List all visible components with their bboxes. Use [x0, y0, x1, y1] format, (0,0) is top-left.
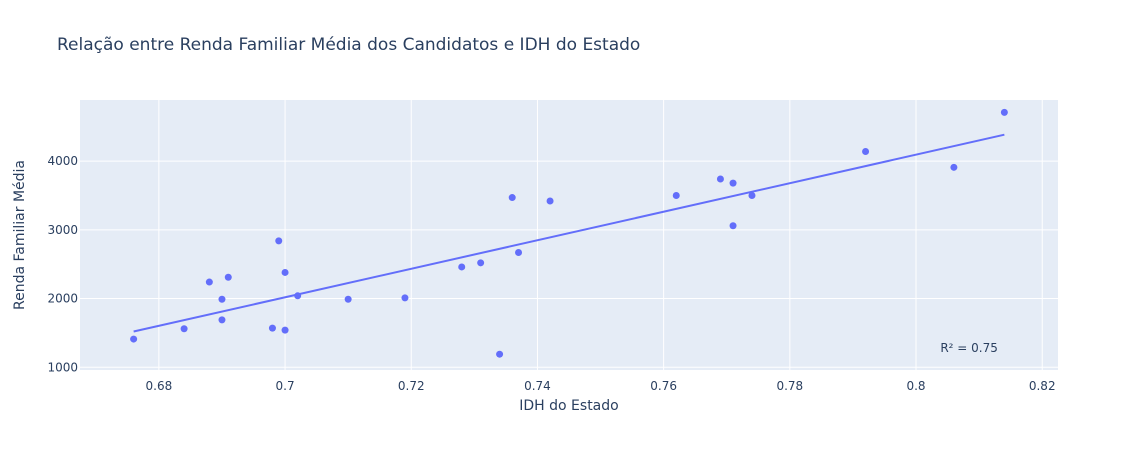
y-axis-title: Renda Familiar Média	[12, 160, 28, 310]
data-point[interactable]	[344, 295, 352, 303]
x-tick-label: 0.8	[906, 379, 925, 393]
data-point[interactable]	[294, 292, 302, 300]
data-point[interactable]	[748, 191, 756, 199]
trendline-group	[133, 133, 1005, 333]
data-point[interactable]	[218, 295, 226, 303]
x-axis-title: IDH do Estado	[519, 398, 618, 414]
y-axis-ticks: 1000 2000 3000 4000	[47, 154, 78, 374]
data-point[interactable]	[275, 237, 283, 245]
data-point[interactable]	[496, 350, 504, 358]
x-tick-label: 0.78	[776, 379, 803, 393]
x-tick-label: 0.74	[524, 379, 551, 393]
data-point[interactable]	[281, 326, 289, 334]
y-tick-label: 2000	[47, 292, 78, 306]
plot-area	[80, 100, 1058, 370]
x-tick-label: 0.76	[650, 379, 677, 393]
y-tick-label: 4000	[47, 154, 78, 168]
data-point[interactable]	[1000, 108, 1008, 116]
data-point[interactable]	[862, 148, 870, 156]
x-tick-label: 0.72	[398, 379, 425, 393]
data-point[interactable]	[546, 197, 554, 205]
x-tick-label: 0.68	[146, 379, 173, 393]
data-point[interactable]	[281, 268, 289, 276]
data-point[interactable]	[672, 191, 680, 199]
trendline	[133, 133, 1005, 333]
data-point[interactable]	[401, 294, 409, 302]
x-tick-label: 0.7	[276, 379, 295, 393]
data-point[interactable]	[268, 324, 276, 332]
y-tick-label: 1000	[47, 360, 78, 374]
data-point[interactable]	[477, 259, 485, 267]
grid-lines	[80, 100, 1058, 370]
data-point[interactable]	[716, 175, 724, 183]
r-squared-annotation: R² = 0.75	[940, 341, 998, 355]
data-point[interactable]	[218, 316, 226, 324]
data-points	[130, 108, 1008, 358]
data-point[interactable]	[729, 222, 737, 230]
y-tick-label: 3000	[47, 223, 78, 237]
data-point[interactable]	[205, 278, 213, 286]
data-point[interactable]	[224, 273, 232, 281]
data-point[interactable]	[130, 335, 138, 343]
data-point[interactable]	[729, 179, 737, 187]
x-axis-ticks: 0.68 0.7 0.72 0.74 0.76 0.78 0.8 0.82	[146, 379, 1056, 393]
data-point[interactable]	[515, 249, 523, 257]
data-point[interactable]	[458, 263, 466, 271]
data-point[interactable]	[180, 325, 188, 333]
x-tick-label: 0.82	[1029, 379, 1056, 393]
data-point[interactable]	[950, 163, 958, 171]
chart-title: Relação entre Renda Familiar Média dos C…	[57, 35, 640, 55]
data-point[interactable]	[508, 194, 516, 202]
